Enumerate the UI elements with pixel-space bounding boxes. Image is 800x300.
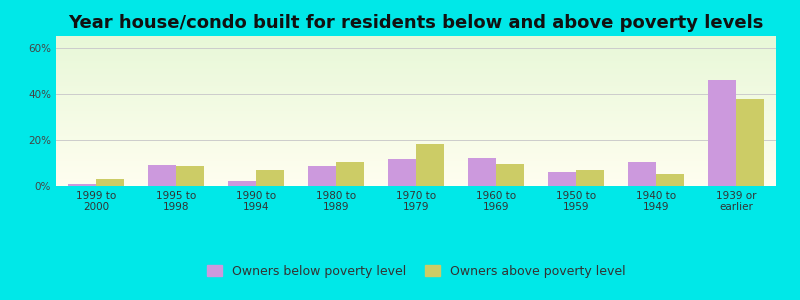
Bar — [496, 164, 524, 186]
Legend: Owners below poverty level, Owners above poverty level: Owners below poverty level, Owners above… — [202, 260, 630, 283]
Bar — [468, 158, 496, 186]
Bar — [388, 160, 416, 186]
Bar — [228, 182, 256, 186]
Bar — [548, 172, 576, 186]
Title: Year house/condo built for residents below and above poverty levels: Year house/condo built for residents bel… — [68, 14, 764, 32]
Bar — [628, 162, 656, 186]
Bar — [176, 167, 204, 186]
Bar — [68, 184, 96, 186]
Bar — [96, 179, 124, 186]
Bar — [336, 162, 364, 186]
Bar — [736, 100, 764, 186]
Bar — [708, 80, 736, 186]
Bar — [656, 175, 684, 186]
Bar — [148, 165, 176, 186]
Bar — [256, 170, 284, 186]
Bar — [576, 170, 604, 186]
Bar — [308, 167, 336, 186]
Bar — [416, 145, 444, 186]
